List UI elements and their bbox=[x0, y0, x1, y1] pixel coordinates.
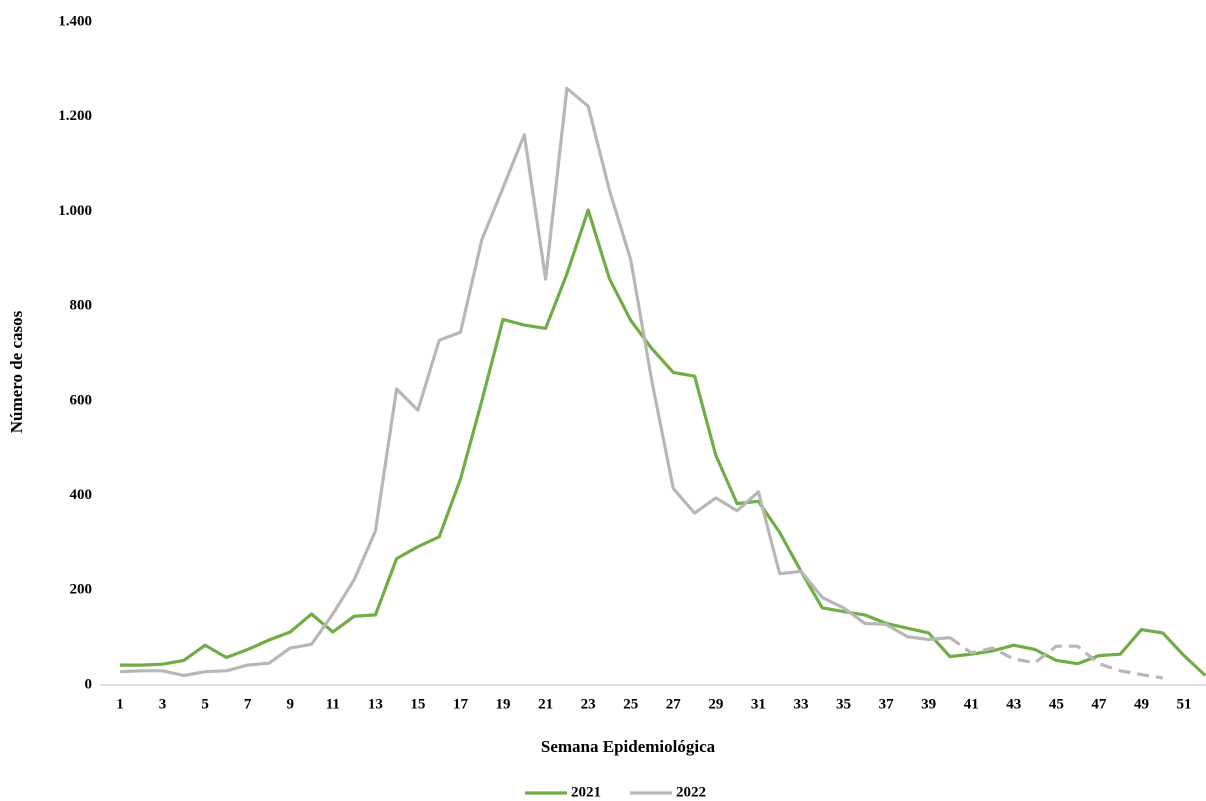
x-tick-label: 13 bbox=[368, 696, 383, 712]
x-tick-label: 5 bbox=[201, 696, 209, 712]
x-axis-title: Semana Epidemiológica bbox=[541, 737, 716, 756]
x-tick-label: 1 bbox=[116, 696, 124, 712]
x-tick-label: 25 bbox=[623, 696, 638, 712]
x-tick-label: 9 bbox=[286, 696, 294, 712]
line-series bbox=[120, 208, 1206, 677]
x-tick-label: 17 bbox=[453, 696, 469, 712]
x-tick-label: 47 bbox=[1091, 696, 1107, 712]
x-tick-label: 27 bbox=[666, 696, 682, 712]
x-tick-label: 37 bbox=[879, 696, 895, 712]
x-tick-label: 29 bbox=[708, 696, 723, 712]
x-tick-label: 19 bbox=[496, 696, 511, 712]
y-tick-label: 0 bbox=[85, 676, 93, 692]
x-tick-label: 3 bbox=[159, 696, 167, 712]
x-tick-label: 23 bbox=[581, 696, 596, 712]
x-tick-label: 39 bbox=[921, 696, 936, 712]
x-tick-label: 21 bbox=[538, 696, 553, 712]
y-tick-label: 1.400 bbox=[58, 13, 92, 29]
y-axis-title: Número de casos bbox=[7, 310, 26, 433]
legend-label: 2022 bbox=[676, 784, 706, 800]
x-tick-label: 45 bbox=[1049, 696, 1064, 712]
x-tick-label: 49 bbox=[1134, 696, 1149, 712]
y-tick-label: 1.000 bbox=[58, 203, 92, 219]
line-series bbox=[119, 86, 951, 678]
x-tick-label: 43 bbox=[1006, 696, 1021, 712]
x-tick-label: 35 bbox=[836, 696, 851, 712]
y-tick-label: 600 bbox=[70, 392, 93, 408]
legend-label: 2021 bbox=[571, 784, 601, 800]
x-tick-label: 33 bbox=[793, 696, 808, 712]
y-tick-label: 400 bbox=[70, 487, 93, 503]
x-tick-label: 11 bbox=[326, 696, 340, 712]
line-series bbox=[948, 636, 1163, 680]
y-tick-label: 1.200 bbox=[58, 108, 92, 124]
x-tick-label: 15 bbox=[410, 696, 425, 712]
y-tick-label: 800 bbox=[70, 298, 93, 314]
x-tick-label: 7 bbox=[244, 696, 252, 712]
x-tick-label: 41 bbox=[964, 696, 979, 712]
x-tick-label: 51 bbox=[1177, 696, 1192, 712]
y-tick-label: 200 bbox=[70, 582, 93, 598]
x-tick-label: 31 bbox=[751, 696, 766, 712]
